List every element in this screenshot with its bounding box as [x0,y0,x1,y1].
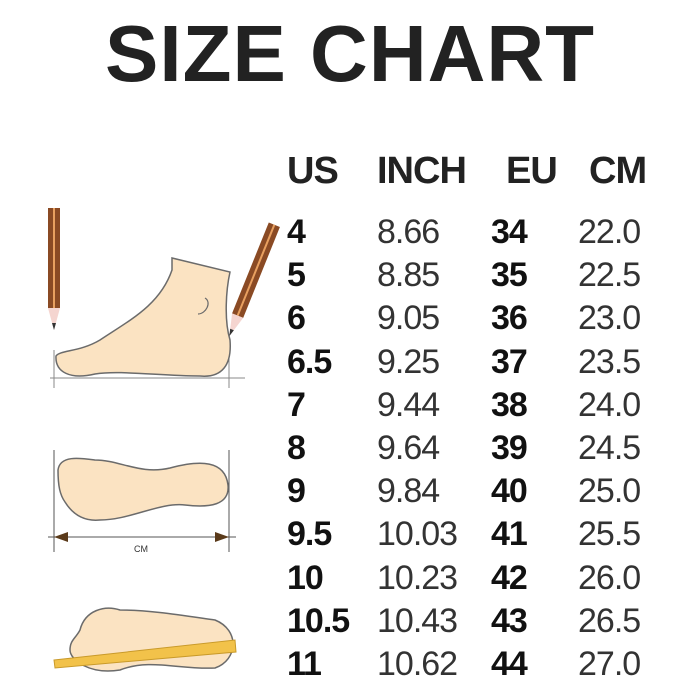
header-cm: CM [589,150,647,192]
cell-us: 7 [287,385,306,424]
cell-eu: 44 [491,645,528,683]
cell-eu: 38 [491,385,528,424]
cell-us: 4 [287,213,306,251]
cell-eu: 36 [491,299,528,338]
cell-inch: 10.23 [377,558,458,597]
cell-us: 10 [287,558,324,597]
cell-us: 6 [287,299,306,338]
cell-eu: 43 [491,601,528,640]
cell-inch: 10.03 [377,515,458,554]
cell-eu: 35 [491,256,528,295]
cell-cm: 23.0 [578,299,641,338]
cell-cm: 27.0 [578,645,641,683]
side-foot-drawing [50,257,245,388]
cell-eu: 42 [491,558,528,597]
cell-us: 11 [287,645,322,683]
cell-eu: 37 [491,342,528,381]
cell-us: 5 [287,256,306,295]
cell-eu: 40 [491,472,528,511]
cell-us: 10.5 [287,601,350,640]
cell-cm: 22.0 [578,213,641,251]
cell-cm: 26.5 [578,601,641,640]
top-foot-drawing: CM [48,450,236,554]
page-title: SIZE CHART [105,9,595,98]
cell-eu: 39 [491,429,528,467]
cell-cm: 22.5 [578,256,641,295]
cell-inch: 9.84 [377,472,440,511]
cell-inch: 8.66 [377,213,440,251]
cell-inch: 10.62 [377,645,458,683]
pencil-icon [48,208,60,330]
cell-inch: 9.05 [377,299,440,338]
cell-inch: 8.85 [377,256,440,295]
cell-cm: 25.0 [578,472,641,511]
cell-eu: 34 [491,213,528,251]
ruler-foot-drawing [53,607,237,672]
cell-inch: 9.44 [377,385,440,424]
measure-label: CM [134,544,148,554]
cell-cm: 26.0 [578,558,641,597]
cell-inch: 9.25 [377,342,440,381]
header-us: US [287,150,339,192]
pencil-icon [229,222,280,336]
cell-us: 8 [287,429,306,467]
cell-us: 6.5 [287,342,332,381]
cell-cm: 24.5 [578,429,641,467]
foot-measurement-illustration: CM [48,208,280,672]
cell-inch: 9.64 [377,429,440,467]
cell-us: 9 [287,472,306,511]
cell-inch: 10.43 [377,601,458,640]
header-eu: EU [506,150,558,192]
cell-cm: 23.5 [578,342,641,381]
cell-cm: 24.0 [578,385,641,424]
cell-cm: 25.5 [578,515,641,554]
header-inch: INCH [377,150,467,192]
cell-us: 9.5 [287,515,332,554]
cell-eu: 41 [491,515,528,554]
